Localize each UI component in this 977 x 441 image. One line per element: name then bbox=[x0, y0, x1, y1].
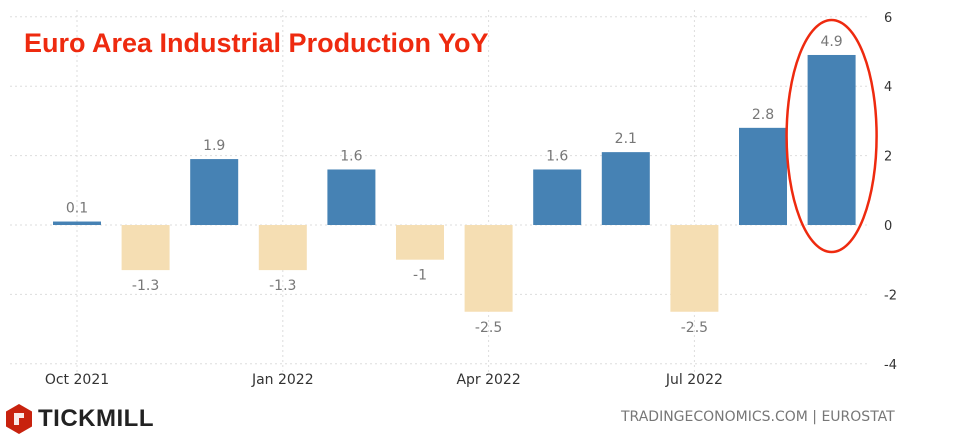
data-label: -1 bbox=[413, 268, 427, 284]
data-label: -2.5 bbox=[681, 320, 708, 336]
x-tick-label: Jan 2022 bbox=[251, 372, 314, 388]
bar bbox=[601, 152, 650, 225]
y-tick-label: 6 bbox=[884, 11, 892, 26]
y-tick-label: 2 bbox=[884, 150, 892, 165]
bar bbox=[533, 169, 582, 225]
bar bbox=[327, 169, 376, 225]
bar bbox=[53, 221, 101, 225]
data-label: -2.5 bbox=[475, 320, 502, 336]
source-credit[interactable]: TRADINGECONOMICS.COM | EUROSTAT bbox=[621, 409, 895, 425]
tickmill-logo-icon bbox=[6, 404, 32, 434]
data-label: 4.9 bbox=[820, 34, 842, 50]
bar bbox=[190, 159, 239, 225]
bar bbox=[739, 127, 787, 225]
y-tick-label: 0 bbox=[884, 219, 892, 234]
tickmill-logo: TICKMILL bbox=[6, 404, 154, 434]
bar bbox=[807, 54, 856, 225]
y-tick-label: -4 bbox=[884, 358, 897, 373]
y-tick-label: 4 bbox=[884, 80, 892, 95]
highlight-ellipse bbox=[785, 18, 878, 254]
bar bbox=[670, 225, 719, 312]
data-label: 1.9 bbox=[203, 138, 225, 154]
x-tick-label: Apr 2022 bbox=[456, 372, 520, 388]
data-label: -1.3 bbox=[132, 278, 159, 294]
data-label: -1.3 bbox=[269, 278, 296, 294]
x-tick-label: Jul 2022 bbox=[665, 372, 723, 388]
data-label: 2.8 bbox=[752, 107, 774, 123]
data-label: 0.1 bbox=[66, 201, 88, 217]
data-label: 1.6 bbox=[546, 148, 568, 164]
bar bbox=[464, 225, 513, 312]
bar bbox=[121, 225, 170, 271]
bar bbox=[258, 225, 307, 271]
data-label: 1.6 bbox=[340, 148, 362, 164]
data-label: 2.1 bbox=[615, 131, 637, 147]
chart-title: Euro Area Industrial Production YoY bbox=[24, 28, 489, 58]
bar bbox=[396, 225, 444, 260]
x-tick-label: Oct 2021 bbox=[45, 372, 109, 388]
logo-text: TICKMILL bbox=[38, 405, 154, 432]
y-tick-label: -2 bbox=[884, 288, 897, 303]
